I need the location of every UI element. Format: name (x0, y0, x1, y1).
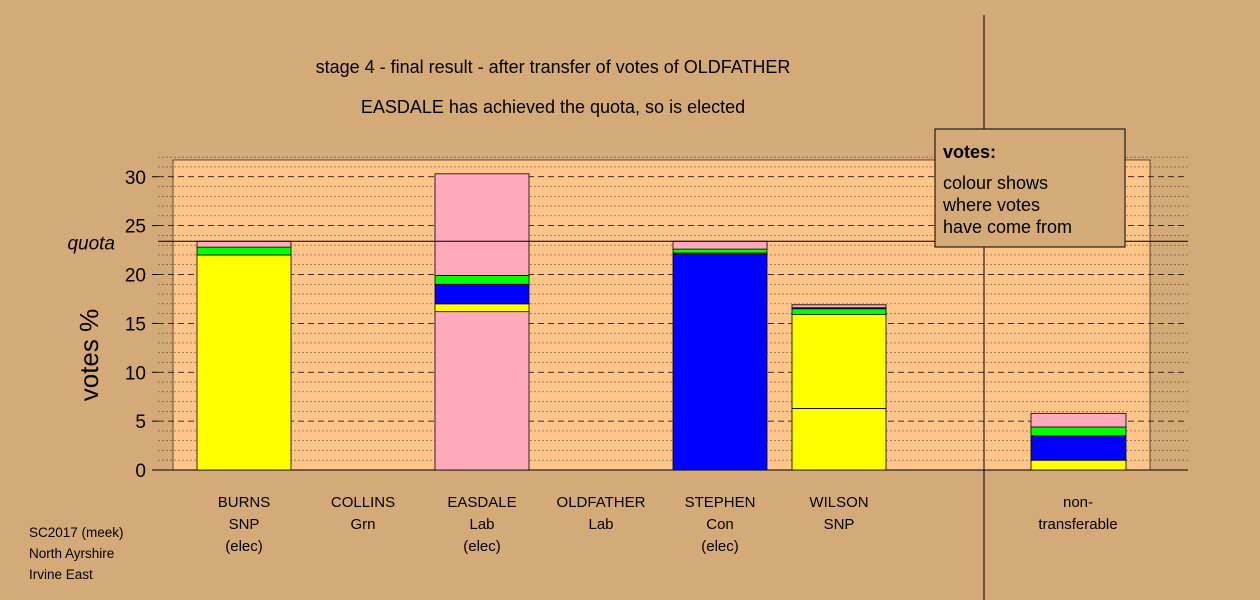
chart-title: stage 4 - final result - after transfer … (316, 57, 791, 77)
bar-segment (434, 303, 530, 313)
bar-segment (791, 408, 887, 471)
bar-segment (434, 173, 530, 276)
source-line: North Ayrshire (29, 546, 115, 561)
candidate-status: (elec) (701, 538, 739, 555)
candidate-name: OLDFATHER (557, 494, 646, 511)
legend-line: where votes (942, 195, 1040, 215)
legend-frame (934, 128, 1126, 248)
candidate-name: WILSON (809, 494, 868, 511)
nontransferable-label: transferable (1038, 516, 1117, 533)
candidate-status: (elec) (463, 538, 501, 555)
bar-segment (672, 248, 768, 254)
legend-line: have come from (943, 217, 1072, 237)
bar-segment (672, 240, 768, 250)
candidate-party: Lab (588, 516, 613, 533)
bar-segment (791, 304, 887, 309)
bar-segment (434, 283, 530, 305)
y-tick-label: 30 (125, 168, 146, 189)
bar-segment (672, 253, 768, 471)
y-tick-label: 5 (135, 412, 146, 433)
y-axis-label: votes % (74, 309, 104, 402)
bar-segment (196, 246, 292, 256)
candidate-name: EASDALE (447, 494, 516, 511)
bars (196, 173, 1127, 471)
candidate-party: Lab (469, 516, 494, 533)
candidate-name: STEPHEN (685, 494, 756, 511)
legend-box: votes: colour shows where votes have com… (934, 128, 1126, 248)
y-tick-label: 15 (125, 314, 146, 335)
legend-heading: votes: (943, 142, 996, 162)
candidate-name: COLLINS (331, 494, 395, 511)
bar-segment (434, 275, 530, 285)
y-tick-label: 20 (125, 266, 146, 287)
bar-segment (434, 311, 530, 471)
bar-segment (1030, 435, 1127, 461)
source-line: Irvine East (29, 567, 93, 582)
candidate-party: SNP (229, 516, 260, 533)
bar-segment (1030, 412, 1127, 428)
source-note: SC2017 (meek) North Ayrshire Irvine East (29, 522, 124, 585)
candidate-name: BURNS (218, 494, 271, 511)
source-line: SC2017 (meek) (29, 525, 124, 540)
bar-segment (791, 308, 887, 315)
chart-subtitle: EASDALE has achieved the quota, so is el… (361, 97, 745, 117)
bar-segment (196, 254, 292, 471)
y-tick-label: 10 (125, 363, 146, 384)
y-tick-label: 0 (135, 461, 146, 482)
candidate-status: (elec) (225, 538, 263, 555)
bar-segment (1030, 426, 1127, 437)
candidate-labels: BURNS SNP (elec) COLLINS Grn EASDALE Lab (elec)… (218, 494, 1118, 555)
bar-segment (791, 314, 887, 409)
bar-segment (1030, 459, 1127, 471)
candidate-party: Grn (350, 516, 375, 533)
quota-label: quota (67, 233, 115, 254)
candidate-party: SNP (824, 516, 855, 533)
nontransferable-label: non- (1063, 494, 1093, 511)
y-axis: 0 5 10 15 20 25 30 (125, 168, 158, 482)
bar-segment (196, 240, 292, 248)
legend-line: colour shows (943, 173, 1048, 193)
y-tick-label: 25 (125, 217, 146, 238)
candidate-party: Con (706, 516, 734, 533)
